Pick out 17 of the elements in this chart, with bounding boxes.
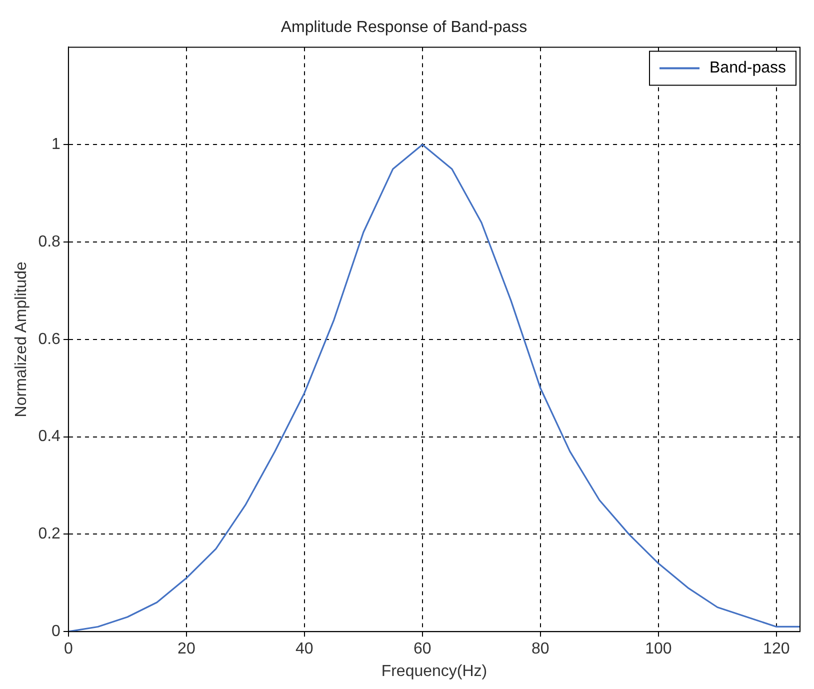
x-axis-title: Frequency(Hz) bbox=[381, 662, 488, 680]
y-tick-label: 0 bbox=[52, 623, 61, 640]
y-tick-label: 0.6 bbox=[38, 330, 61, 348]
x-tick-label: 60 bbox=[414, 640, 432, 658]
legend-label: Band-pass bbox=[710, 60, 786, 77]
x-tick-label: 20 bbox=[178, 640, 196, 658]
y-tick-label: 1 bbox=[52, 136, 61, 154]
x-tick-label: 80 bbox=[532, 640, 550, 658]
x-tick-label: 120 bbox=[763, 640, 790, 658]
y-axis-title: Normalized Amplitude bbox=[13, 261, 30, 418]
x-tick-label: 40 bbox=[296, 640, 314, 658]
x-tick-label: 100 bbox=[645, 640, 672, 658]
y-tick-label: 0.4 bbox=[38, 428, 61, 446]
y-tick-label: 0.2 bbox=[38, 526, 61, 543]
y-tick-label: 0.8 bbox=[38, 233, 61, 250]
chart-title: Amplitude Response of Band-pass bbox=[280, 19, 528, 36]
x-tick-label: 0 bbox=[64, 640, 73, 658]
